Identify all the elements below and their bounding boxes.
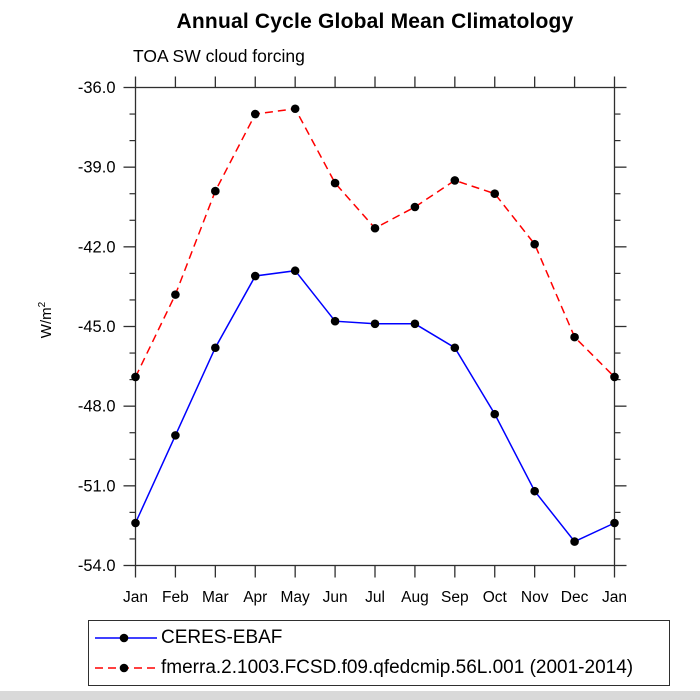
bottom-strip: [0, 691, 700, 700]
chart-title: Annual Cycle Global Mean Climatology: [176, 10, 574, 33]
data-point-marker-0: [530, 486, 539, 496]
data-point-marker-1: [610, 372, 619, 382]
data-point-marker-0: [330, 316, 340, 326]
data-point-marker-0: [410, 319, 420, 329]
data-point-marker-0: [610, 518, 619, 528]
data-point-marker-1: [530, 239, 539, 249]
y-tick-label: -36.0: [78, 79, 116, 97]
legend: CERES-EBAF fmerra.2.1003.FCSD.f09.qfedcm…: [88, 620, 670, 686]
data-point-marker-1: [490, 189, 500, 199]
data-point-marker-1: [290, 104, 300, 114]
data-point-marker-1: [171, 290, 180, 299]
data-point-marker-0: [370, 319, 380, 329]
data-point-marker-0: [290, 266, 300, 276]
legend-line-sample-dashed: [95, 663, 157, 673]
chart-subtitle: TOA SW cloud forcing: [133, 46, 305, 66]
legend-label-ceres: CERES-EBAF: [161, 627, 283, 648]
y-tick-label: -45.0: [78, 318, 116, 336]
x-tick-label: May: [281, 589, 311, 606]
data-point-marker-0: [211, 343, 220, 353]
data-point-marker-1: [450, 176, 460, 185]
data-point-marker-1: [131, 372, 140, 382]
x-tick-label: Jul: [365, 589, 385, 606]
data-point-marker-1: [370, 223, 380, 233]
y-tick-label: -39.0: [78, 159, 116, 177]
x-tick-label: Mar: [202, 589, 229, 606]
data-point-marker-0: [490, 409, 500, 419]
data-point-marker-1: [570, 332, 579, 342]
x-tick-label: Jan: [602, 589, 627, 606]
x-tick-label: Jan: [123, 589, 148, 606]
x-tick-label: Sep: [441, 589, 469, 606]
y-tick-label: -51.0: [78, 477, 116, 495]
legend-item-ceres: CERES-EBAF: [94, 623, 669, 653]
y-tick-label: -42.0: [78, 238, 116, 256]
y-tick-label: -54.0: [78, 557, 116, 575]
x-tick-label: Oct: [483, 589, 508, 606]
data-point-marker-0: [250, 271, 260, 281]
data-point-marker-0: [450, 343, 460, 353]
x-tick-label: Jun: [323, 589, 348, 606]
data-point-marker-1: [211, 186, 220, 196]
x-tick-label: Dec: [561, 589, 589, 606]
x-tick-label: Apr: [243, 589, 267, 606]
data-point-marker-0: [171, 431, 180, 440]
data-point-marker-0: [570, 537, 579, 546]
legend-line-sample-solid: [95, 633, 157, 643]
legend-label-fmerra: fmerra.2.1003.FCSD.f09.qfedcmip.56L.001 …: [161, 657, 634, 678]
x-tick-label: Aug: [401, 589, 429, 606]
series-line-1: [134, 107, 616, 378]
data-point-marker-0: [131, 518, 140, 528]
data-point-marker-1: [250, 109, 260, 119]
x-tick-label: Feb: [162, 589, 189, 606]
series-line-0: [134, 269, 615, 543]
y-tick-label: -48.0: [78, 398, 116, 416]
x-tick-label: Nov: [521, 589, 549, 606]
legend-item-fmerra: fmerra.2.1003.FCSD.f09.qfedcmip.56L.001 …: [94, 653, 669, 683]
data-point-marker-1: [410, 202, 420, 212]
data-point-marker-1: [330, 178, 340, 188]
